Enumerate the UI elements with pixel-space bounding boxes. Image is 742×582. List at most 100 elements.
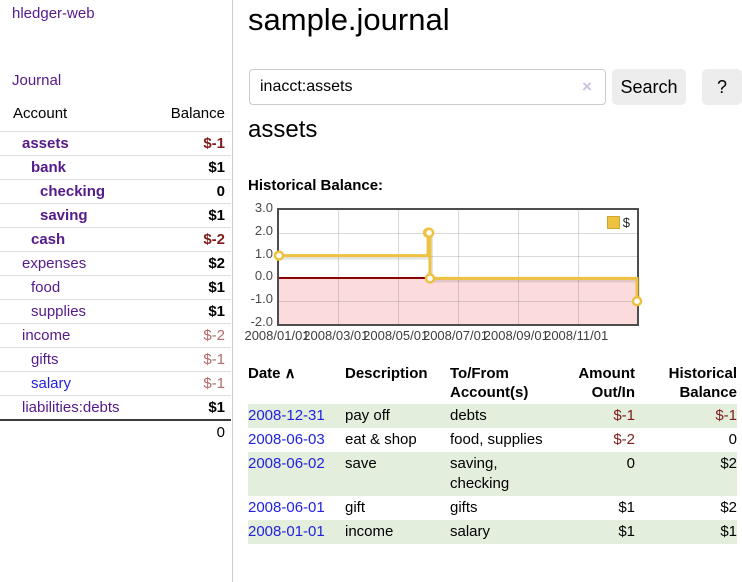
register-date-link[interactable]: 2008-12-31 [248, 407, 325, 424]
account-row: liabilities:debts $1 [0, 395, 231, 420]
account-name-cell: supplies [0, 299, 155, 324]
account-name-cell: gifts [0, 347, 155, 372]
column-label: To/From [450, 365, 509, 382]
historical-balance-chart: 3.0 2.0 1.0 0.0 -1.0 -2.0 $ 2008/01/01 2008/03… [244, 200, 742, 346]
column-label: Description [345, 365, 428, 382]
register-column-header-description: Description [345, 362, 450, 404]
sidebar-item-food[interactable]: food [31, 279, 61, 296]
y-tick-label: 0.0 [254, 268, 273, 284]
brand-link[interactable]: hledger-web [12, 5, 95, 22]
chart-legend: $ [604, 214, 632, 231]
register-date-link[interactable]: 2008-06-02 [248, 455, 325, 472]
register-row: 2008-06-03 eat & shop food, supplies $-2 0 [248, 428, 737, 452]
search-button[interactable]: Search [612, 69, 686, 105]
search-bar: × Search ? [249, 69, 742, 105]
account-heading: assets [248, 116, 318, 143]
data-point-marker [424, 273, 436, 284]
account-row: supplies $1 [0, 299, 231, 324]
account-balance: $1 [154, 203, 231, 228]
accounts-total-value: 0 [154, 419, 231, 444]
grid-line [279, 301, 637, 302]
sidebar-item-saving[interactable]: saving [40, 207, 88, 224]
sidebar-item-expenses[interactable]: expenses [22, 255, 87, 272]
sidebar-item-income[interactable]: income [22, 327, 71, 344]
accounts-table: Account Balance assets $-1 bank $1 checking 0… [0, 102, 231, 444]
account-row: income $-2 [0, 323, 231, 348]
account-row: food $1 [0, 275, 231, 300]
data-point-marker [631, 295, 643, 307]
register-date-link[interactable]: 2008-01-01 [248, 523, 325, 540]
register-column-header-amount: Amount Out/In [550, 362, 635, 404]
x-tick-label: 2008/11/01 [544, 328, 609, 343]
sidebar: hledger-web Journal Account Balance asse… [0, 0, 233, 582]
accounts-header-row: Account Balance [0, 102, 231, 132]
account-row: saving $1 [0, 203, 231, 228]
x-tick-label: 2008/07/01 [422, 328, 489, 343]
account-balance: $-2 [154, 323, 231, 348]
sidebar-item-checking[interactable]: checking [40, 183, 106, 200]
register-column-header-to-from: To/From Account(s) [450, 362, 550, 404]
search-input[interactable] [249, 69, 606, 105]
register-date-link[interactable]: 2008-06-03 [248, 431, 325, 448]
account-name-cell: assets [0, 131, 155, 156]
register-row: 2008-06-01 gift gifts $1 $2 [248, 496, 737, 520]
account-name-cell: food [0, 275, 155, 300]
register-header-row: Date ∧ Description To/From Account(s) Amount… [248, 362, 737, 404]
register-date-cell: 2008-12-31 [248, 404, 345, 428]
register-row: 2008-12-31 pay off debts $-1 $-1 [248, 404, 737, 428]
column-label: Account(s) [450, 384, 529, 401]
y-axis-labels: 3.0 2.0 1.0 0.0 -1.0 -2.0 [246, 200, 273, 329]
account-name-cell: checking [0, 179, 155, 204]
register-accounts: gifts [450, 499, 478, 516]
sidebar-item-gifts[interactable]: gifts [31, 351, 59, 368]
account-name-cell: salary [0, 371, 155, 396]
account-balance: $1 [154, 395, 231, 420]
grid-line [518, 210, 519, 324]
sidebar-item-liabilities-debts[interactable]: liabilities:debts [22, 399, 120, 416]
help-button[interactable]: ? [702, 69, 742, 105]
account-name-cell: liabilities:debts [0, 395, 155, 420]
register-accounts: food, supplies [450, 431, 543, 448]
sidebar-item-salary[interactable]: salary [31, 375, 72, 392]
grid-line [398, 210, 399, 324]
sort-asc-icon[interactable]: ∧ [280, 365, 296, 382]
register-balance: $-1 [715, 407, 737, 424]
register-column-header-historical: Historical Balance [635, 362, 737, 404]
register-date-link[interactable]: 2008-06-01 [248, 499, 325, 516]
register-description: save [345, 455, 377, 472]
sidebar-item-supplies[interactable]: supplies [31, 303, 87, 320]
register-date-cell: 2008-06-02 [248, 452, 345, 496]
sidebar-item-cash[interactable]: cash [31, 231, 66, 248]
register-amount: $-2 [613, 431, 635, 448]
sidebar-item-journal[interactable]: Journal [12, 72, 62, 89]
y-tick-label: 1.0 [254, 245, 273, 261]
accounts-total-spacer [0, 419, 155, 444]
account-balance: $-1 [154, 371, 231, 396]
page-title: sample.journal [248, 2, 450, 37]
account-balance: $-1 [154, 131, 231, 156]
account-row: expenses $2 [0, 251, 231, 276]
register-accounts: debts [450, 407, 487, 424]
register-amount: $-1 [613, 407, 635, 424]
account-row: gifts $-1 [0, 347, 231, 372]
account-row: cash $-2 [0, 227, 231, 252]
clear-search-icon[interactable]: × [582, 77, 592, 96]
register-row: 2008-06-02 save saving, checking 0 $2 [248, 452, 737, 496]
account-row: bank $1 [0, 155, 231, 180]
chart-plot-area: $ [273, 208, 643, 326]
sidebar-item-bank[interactable]: bank [31, 159, 67, 176]
account-name-cell: saving [0, 203, 155, 228]
register-balance: 0 [728, 431, 737, 448]
data-point-marker [423, 227, 435, 239]
x-tick-label: 2008/09/01 [483, 328, 549, 343]
grid-line [338, 210, 339, 324]
register-accounts: salary [450, 523, 491, 540]
sidebar-item-assets[interactable]: assets [22, 135, 69, 152]
register-date-cell: 2008-06-03 [248, 428, 345, 452]
data-point-marker [273, 250, 285, 261]
legend-label: $ [622, 215, 630, 230]
account-balance: $-2 [154, 227, 231, 252]
register-table: Date ∧ Description To/From Account(s) Amount… [248, 362, 737, 544]
register-column-header-date[interactable]: Date ∧ [248, 362, 345, 404]
grid-line [279, 233, 637, 234]
